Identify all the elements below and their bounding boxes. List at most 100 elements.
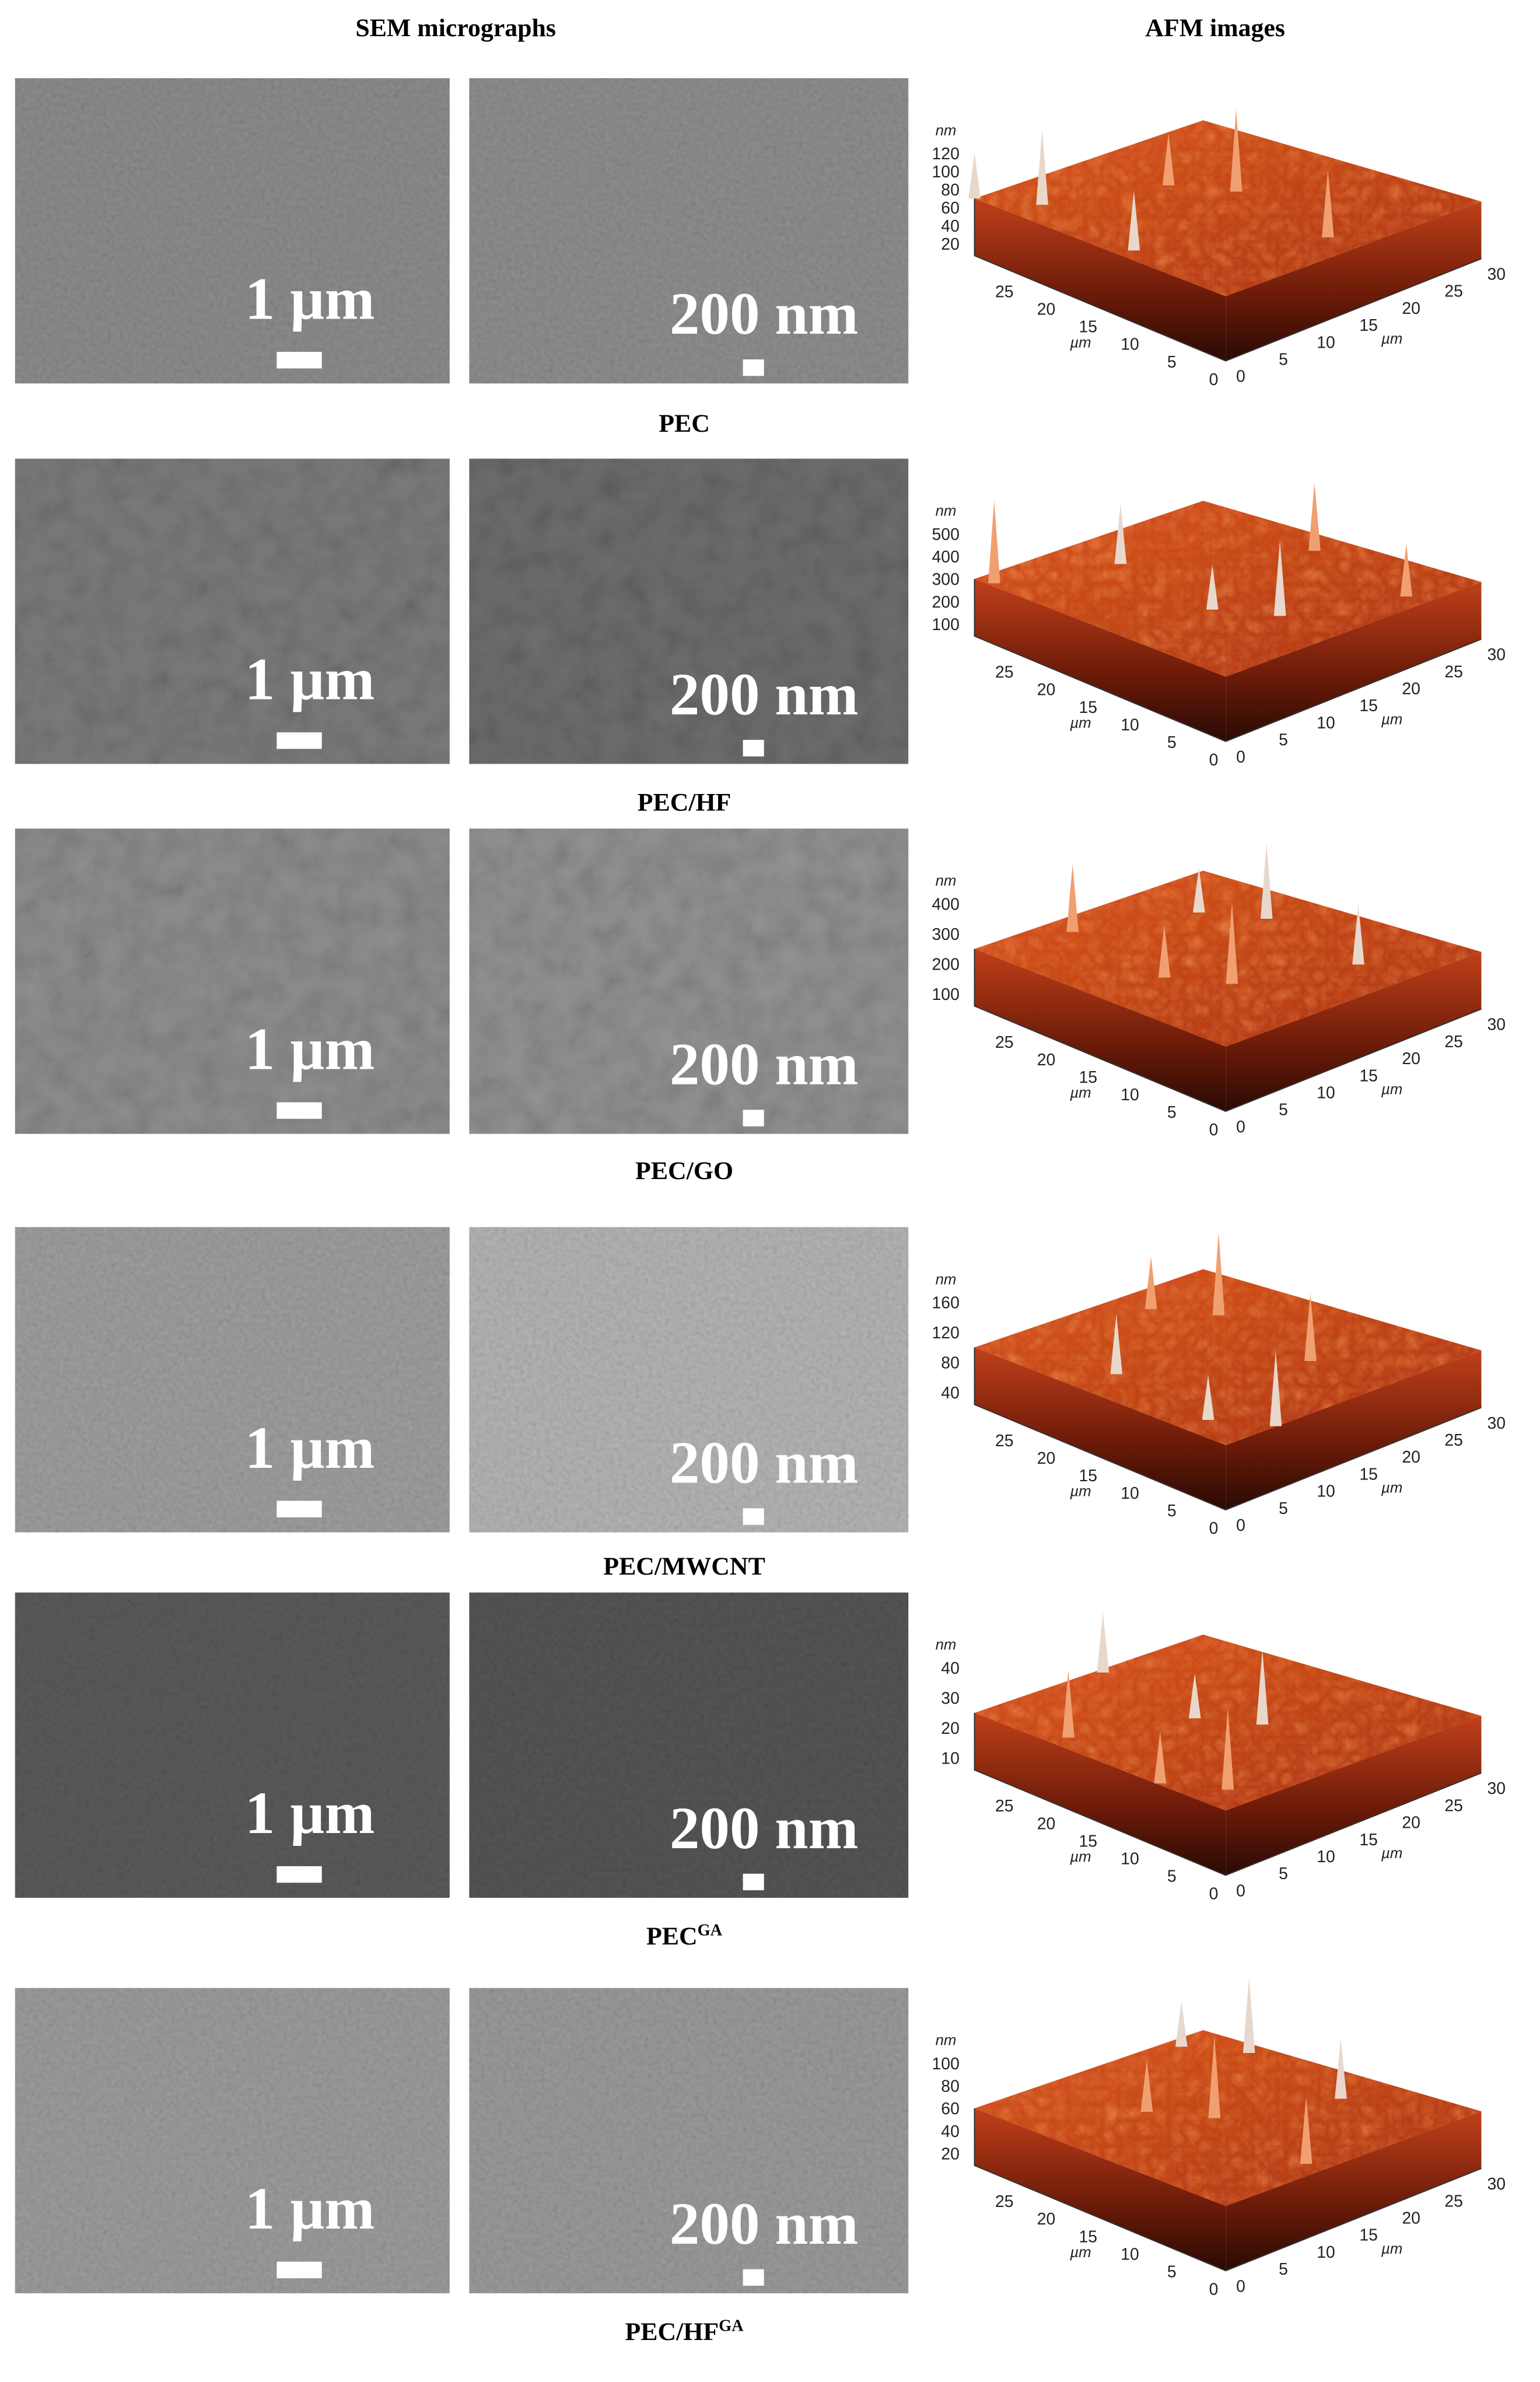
afm-x-tick-label: 10 [1317,713,1335,732]
scale-bar-label: 1 µm [245,2175,375,2242]
afm-z-unit: nm [936,2033,957,2049]
sem-image [469,828,909,1134]
sample-name: PEC/HF [625,2318,719,2346]
afm-z-tick-label: 20 [941,1719,960,1738]
afm-peak [1352,904,1364,965]
afm-peak [1062,1670,1074,1738]
afm-x-unit: µm [1381,1082,1402,1098]
afm-z-tick-label: 60 [941,199,960,218]
afm-x-tick-label: 0 [1236,1516,1245,1535]
afm-y-tick-label: 25 [995,283,1014,302]
afm-peak [1335,2038,1347,2099]
afm-peak [1226,901,1238,984]
sample-label: PECGA [646,1921,723,1950]
afm-peak [1322,169,1334,237]
afm-x-tick-label: 15 [1359,697,1378,715]
afm-x-tick-label: 25 [1444,282,1463,301]
afm-z-tick-label: 500 [932,525,960,544]
afm-peak [1128,190,1140,251]
sem-image [15,78,450,384]
afm-peak [1208,2035,1221,2118]
afm-z-tick-label: 20 [941,235,960,254]
afm-peak [968,153,981,199]
afm-x-tick-label: 30 [1487,2175,1506,2194]
afm-y-tick-label: 25 [995,2192,1014,2211]
afm-y-tick-label: 5 [1167,1502,1177,1520]
afm-surface [974,1269,1482,1446]
afm-surface [974,501,1482,677]
afm-z-tick-label: 300 [932,571,960,589]
afm-peak [1256,1649,1269,1725]
afm-wall [974,1712,1226,1876]
afm-z-unit: nm [936,123,957,139]
afm-wall [1226,1716,1482,1876]
afm-z-tick-label: 80 [941,2077,960,2096]
afm-surface [974,120,1482,296]
sample-superscript: GA [719,2317,744,2335]
sample-label: PEC/HF [638,788,732,816]
afm-peak [1304,1293,1317,1362]
afm-x-tick-label: 15 [1359,316,1378,335]
afm-x-tick-label: 20 [1402,1448,1420,1467]
afm-y-unit: µm [1069,715,1091,732]
afm-x-tick-label: 30 [1487,1016,1506,1034]
sample-label: PEC/MWCNT [603,1552,765,1580]
afm-x-unit: µm [1381,1480,1402,1496]
scale-bar-label: 1 µm [245,1780,375,1846]
afm-x-tick-label: 30 [1487,1414,1506,1433]
afm-x-tick-label: 15 [1359,1066,1378,1085]
afm-z-tick-label: 10 [941,1750,960,1768]
afm-x-tick-label: 5 [1279,1865,1288,1883]
afm-peak [1260,844,1273,919]
scale-bar-label: 1 µm [245,265,375,332]
afm-x-tick-label: 20 [1402,299,1420,318]
afm-z-tick-label: 100 [932,163,960,181]
afm-peak [1114,503,1127,564]
afm-x-tick-label: 30 [1487,1779,1506,1798]
afm-peak [1162,132,1175,186]
sem-image [15,1592,450,1898]
afm-z-tick-label: 120 [932,145,960,163]
afm-y-tick-label: 15 [1079,1068,1098,1087]
afm-x-tick-label: 0 [1236,748,1245,767]
afm-x-tick-label: 10 [1317,1482,1335,1501]
afm-axis [974,949,1482,1112]
afm-x-tick-label: 20 [1402,1050,1420,1068]
afm-y-tick-label: 0 [1209,1519,1219,1538]
afm-x-tick-label: 20 [1402,2209,1420,2227]
afm-peak [1222,1706,1234,1790]
column-header: AFM images [1145,14,1285,42]
afm-y-tick-label: 25 [995,1432,1014,1450]
afm-z-tick-label: 40 [941,1659,960,1678]
afm-wall [1226,952,1482,1111]
sem-image [15,828,450,1134]
afm-x-tick-label: 5 [1279,1101,1288,1120]
sem-image [469,1227,909,1533]
afm-x-tick-label: 10 [1317,333,1335,352]
afm-x-unit: µm [1381,1845,1402,1862]
scale-bar-label: 200 nm [670,661,859,727]
scale-bar [276,732,322,749]
sample-label: PEC/HFGA [625,2317,744,2345]
column-header: SEM micrographs [355,14,556,42]
afm-x-tick-label: 10 [1317,2243,1335,2262]
afm-y-tick-label: 15 [1079,1832,1098,1851]
afm-y-tick-label: 5 [1167,1103,1177,1122]
scale-bar [743,740,764,757]
afm-y-tick-label: 20 [1037,1051,1056,1069]
afm-z-tick-label: 160 [932,1294,960,1313]
afm-z-unit: nm [936,1271,957,1288]
afm-axis [974,2108,1482,2272]
afm-y-tick-label: 20 [1037,1814,1056,1833]
afm-x-unit: µm [1381,2241,1402,2257]
sem-image [469,78,909,384]
afm-z-tick-label: 400 [932,548,960,566]
afm-x-unit: µm [1381,711,1402,727]
afm-wall [974,2108,1226,2271]
afm-x-tick-label: 20 [1402,680,1420,698]
afm-wall [1226,201,1482,361]
afm-peak [1212,1232,1225,1316]
afm-peak [1036,130,1048,205]
afm-x-tick-label: 25 [1444,1796,1463,1815]
scale-bar [276,352,322,369]
